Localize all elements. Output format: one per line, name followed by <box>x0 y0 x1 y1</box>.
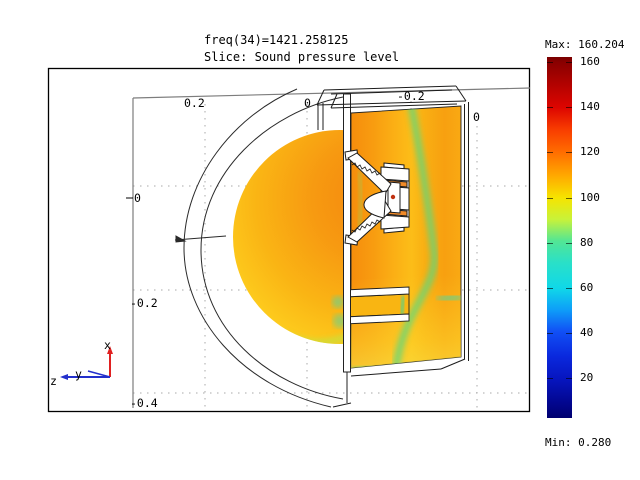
x-axis-label: x <box>104 338 111 352</box>
colorbar-max-label: Max: 160.204 <box>545 38 625 51</box>
colorbar-gradient <box>547 57 572 418</box>
dust-cap <box>363 190 387 219</box>
plot-title: Slice: Sound pressure level <box>204 50 400 64</box>
surround-corrugation-bottom <box>351 219 381 233</box>
top-tick-2: -0.2 <box>397 89 425 103</box>
y-axis-arrow <box>87 370 111 378</box>
colorbar: Max: 160.204 160 140 120 100 80 60 40 20… <box>545 38 635 458</box>
cabinet-slice <box>350 105 462 369</box>
colorbar-min-label: Min: 0.280 <box>545 436 612 449</box>
top-tick-1: 0 <box>304 96 311 110</box>
surround-corrugation-top <box>351 162 381 176</box>
coordinate-triad: x z y <box>50 338 113 388</box>
top-tick-0: 0.2 <box>184 96 205 110</box>
voice-coil-dot <box>390 194 396 200</box>
colorbar-tick-80: 80 <box>580 236 594 249</box>
colorbar-tick-100: 100 <box>580 191 600 204</box>
left-tick-0: 0 <box>134 191 141 205</box>
colorbar-tick-20: 20 <box>580 371 594 384</box>
plot-parameter-text: freq(34)=1421.258125 <box>204 33 349 47</box>
left-tick-2: -0.4 <box>130 396 158 410</box>
cone-upper <box>347 152 392 195</box>
left-tick-1: -0.2 <box>130 296 158 310</box>
driver-assembly <box>344 149 410 246</box>
z-axis-label: z <box>50 374 57 388</box>
plot-frame <box>47 67 531 413</box>
cabinet-wireframe <box>316 85 469 408</box>
bass-reflex-port <box>343 286 410 325</box>
axes-box <box>132 87 531 408</box>
hemisphere-wireframe <box>174 88 344 408</box>
right-tick-0: 0 <box>473 110 480 124</box>
colorbar-tick-160: 160 <box>580 55 600 68</box>
colorbar-tick-140: 140 <box>580 100 600 113</box>
axis-tick-labels: 0.2 0 -0.2 0 0 -0.2 -0.4 <box>126 89 480 410</box>
colorbar-tick-120: 120 <box>580 145 600 158</box>
colorbar-tick-40: 40 <box>580 326 594 339</box>
y-axis-label: y <box>75 367 82 381</box>
baffle-board <box>343 93 351 403</box>
colorbar-tick-60: 60 <box>580 281 594 294</box>
